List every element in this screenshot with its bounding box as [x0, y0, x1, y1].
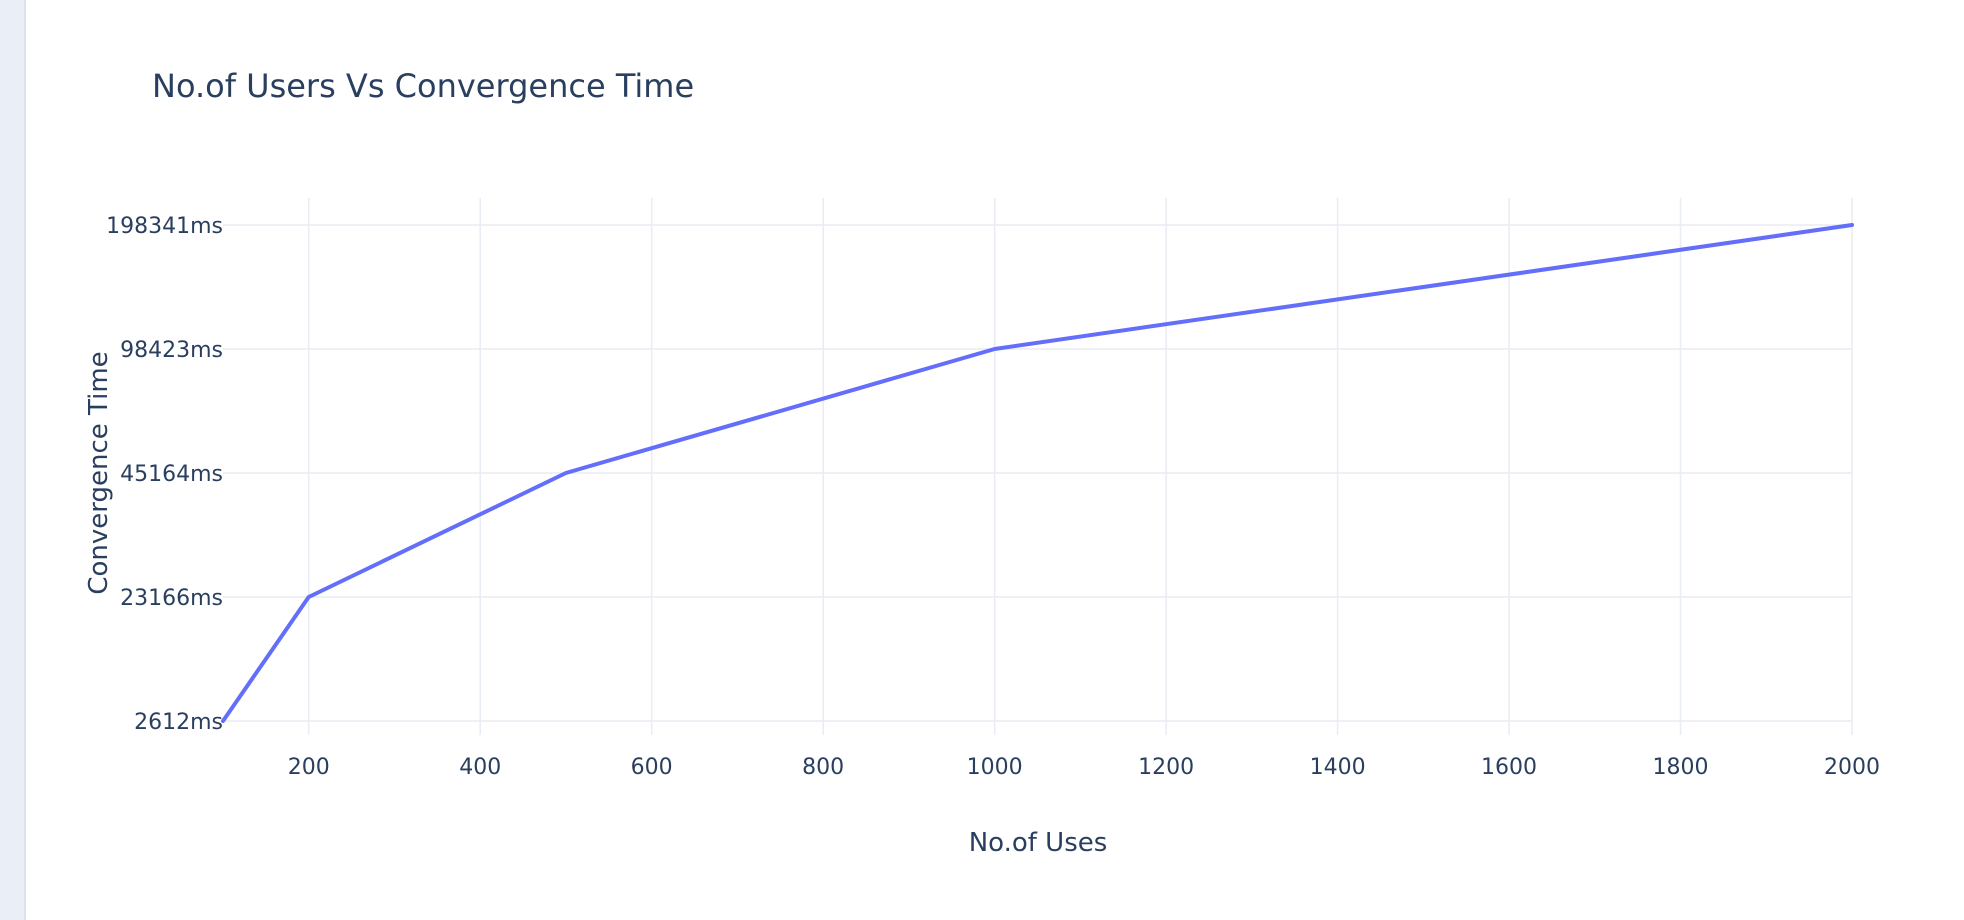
x-tick-label: 600 [631, 755, 673, 780]
x-tick-label: 1800 [1653, 755, 1709, 780]
x-tick-label: 1000 [967, 755, 1023, 780]
x-tick-label: 1400 [1310, 755, 1366, 780]
x-tick-label: 1600 [1481, 755, 1537, 780]
y-tick-label: 45164ms [120, 462, 223, 487]
y-tick-label: 198341ms [106, 214, 223, 239]
series-line-0 [221, 223, 1854, 723]
y-tick-label: 23166ms [120, 586, 223, 611]
x-tick-label: 2000 [1824, 755, 1880, 780]
chart-title: No.of Users Vs Convergence Time [152, 67, 694, 105]
y-axis-ticks: 2612ms 23166ms 45164ms 98423ms 198341ms [106, 214, 223, 735]
series-layer [221, 223, 1854, 723]
left-sidebar-edge [0, 0, 26, 920]
y-tick-label: 2612ms [134, 710, 223, 735]
gridlines [223, 198, 1853, 735]
y-tick-label: 98423ms [120, 338, 223, 363]
x-tick-label: 400 [459, 755, 501, 780]
x-axis-ticks: 200 400 600 800 1000 1200 1400 1600 1800 2000 [288, 755, 1880, 780]
x-axis-title: No.of Uses [969, 828, 1108, 858]
x-tick-label: 1200 [1138, 755, 1194, 780]
x-tick-label: 800 [802, 755, 844, 780]
y-axis-title: Convergence Time [84, 351, 114, 594]
x-tick-label: 200 [288, 755, 330, 780]
